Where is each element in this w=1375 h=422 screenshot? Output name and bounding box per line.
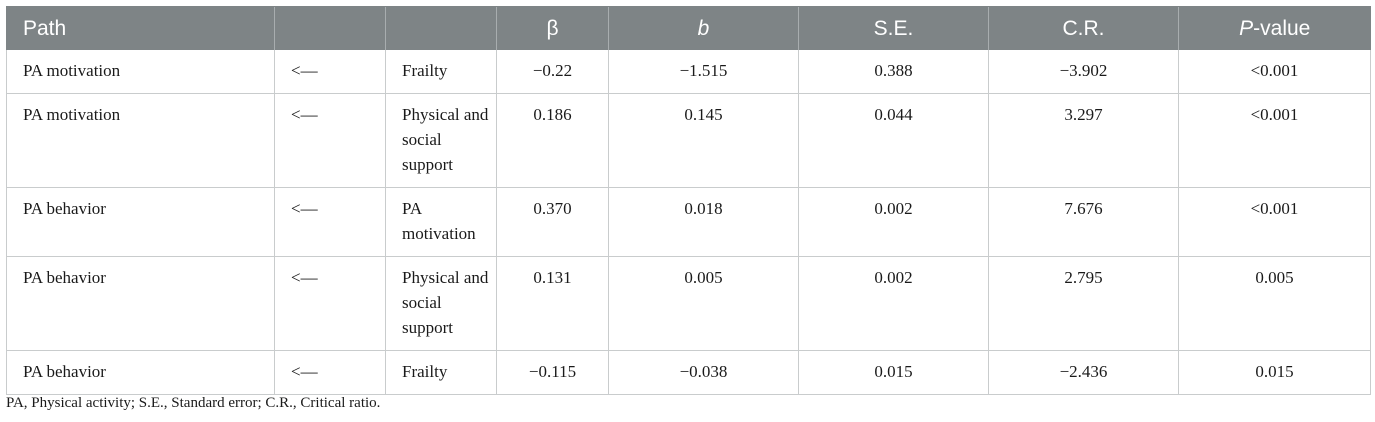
table-row: PA behavior <— Physical and social suppo… (6, 256, 1371, 351)
header-beta: β (496, 6, 609, 50)
table-row: PA motivation <— Physical and social sup… (6, 93, 1371, 188)
cell-p-value: 0.015 (1178, 350, 1371, 395)
header-p-italic: P (1239, 16, 1254, 40)
cell-cr: 7.676 (988, 187, 1179, 257)
header-b: b (608, 6, 799, 50)
header-se: S.E. (798, 6, 989, 50)
cell-predictor: Frailty (385, 50, 497, 94)
table-footnote: PA, Physical activity; S.E., Standard er… (6, 395, 381, 411)
cell-p-value: <0.001 (1178, 50, 1371, 94)
cell-outcome: PA behavior (6, 187, 275, 257)
cell-arrow: <— (274, 50, 386, 94)
cell-outcome: PA behavior (6, 256, 275, 351)
cell-arrow: <— (274, 187, 386, 257)
cell-beta: −0.22 (496, 50, 609, 94)
cell-se: 0.388 (798, 50, 989, 94)
cell-p-value: 0.005 (1178, 256, 1371, 351)
cell-cr: 3.297 (988, 93, 1179, 188)
cell-beta: 0.131 (496, 256, 609, 351)
cell-p-value: <0.001 (1178, 93, 1371, 188)
cell-outcome: PA motivation (6, 93, 275, 188)
cell-cr: −2.436 (988, 350, 1179, 395)
cell-arrow: <— (274, 350, 386, 395)
cell-se: 0.002 (798, 187, 989, 257)
cell-outcome: PA behavior (6, 350, 275, 395)
cell-arrow: <— (274, 256, 386, 351)
cell-predictor: Physical and social support (385, 93, 497, 188)
cell-arrow: <— (274, 93, 386, 188)
cell-predictor: Physical and social support (385, 256, 497, 351)
table-row: PA behavior <— PA motivation 0.370 0.018… (6, 187, 1371, 257)
cell-se: 0.044 (798, 93, 989, 188)
header-path: Path (6, 6, 275, 50)
cell-cr: 2.795 (988, 256, 1179, 351)
table-row: PA behavior <— Frailty −0.115 −0.038 0.0… (6, 350, 1371, 395)
cell-p-value: <0.001 (1178, 187, 1371, 257)
cell-beta: −0.115 (496, 350, 609, 395)
cell-b: −0.038 (608, 350, 799, 395)
header-arrow (274, 6, 386, 50)
table-header-row: Path β b S.E. C.R. P-value (6, 6, 1371, 50)
table-row: PA motivation <— Frailty −0.22 −1.515 0.… (6, 50, 1371, 94)
cell-outcome: PA motivation (6, 50, 275, 94)
cell-predictor: Frailty (385, 350, 497, 395)
cell-beta: 0.370 (496, 187, 609, 257)
path-coefficients-table: Path β b S.E. C.R. P-value PA motivation… (6, 6, 1371, 395)
cell-b: −1.515 (608, 50, 799, 94)
header-p-rest: -value (1253, 16, 1311, 40)
header-p-value: P-value (1178, 6, 1371, 50)
cell-beta: 0.186 (496, 93, 609, 188)
header-cr: C.R. (988, 6, 1179, 50)
cell-b: 0.145 (608, 93, 799, 188)
cell-cr: −3.902 (988, 50, 1179, 94)
cell-se: 0.002 (798, 256, 989, 351)
cell-b: 0.005 (608, 256, 799, 351)
cell-predictor: PA motivation (385, 187, 497, 257)
header-b-label: b (697, 16, 710, 40)
cell-b: 0.018 (608, 187, 799, 257)
path-coefficients-table-container: Path β b S.E. C.R. P-value PA motivation… (6, 6, 1371, 395)
cell-se: 0.015 (798, 350, 989, 395)
header-predictor (385, 6, 497, 50)
